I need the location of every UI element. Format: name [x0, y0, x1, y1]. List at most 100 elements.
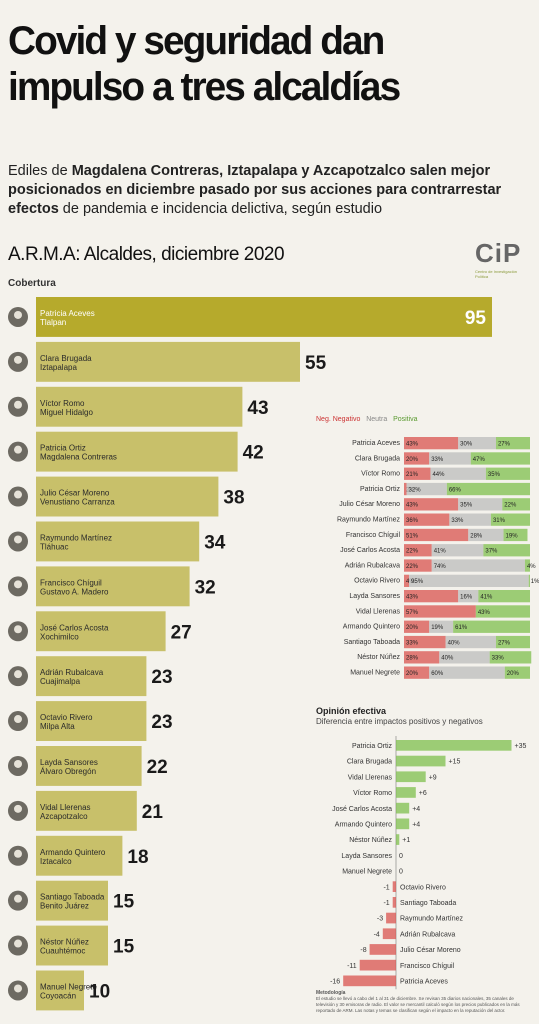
tone-segment-neu — [458, 437, 496, 450]
opinion-name: José Carlos Acosta — [332, 806, 392, 813]
coverage-bar — [36, 746, 142, 786]
tone-label-neg: 43% — [406, 503, 419, 509]
coverage-value: 32 — [195, 577, 216, 598]
coverage-bar — [36, 431, 238, 472]
coverage-borough: Cuajimalpa — [40, 677, 81, 686]
avatar-face — [14, 804, 22, 813]
coverage-value: 55 — [305, 353, 327, 374]
opinion-name: Octavio Rivero — [400, 884, 446, 891]
tone-label-pos: 22% — [504, 503, 517, 509]
coverage-bar — [36, 386, 243, 427]
opinion-title: Opinión efectiva — [316, 706, 387, 716]
tone-segment-neg — [404, 513, 450, 526]
tone-label-neg: 51% — [406, 533, 419, 539]
tone-segment-neu — [468, 528, 504, 542]
opinion-bar — [396, 818, 410, 830]
tone-label-neu: 16% — [460, 595, 473, 601]
tone-segment-neg — [404, 651, 440, 664]
tone-label-neg: 33% — [406, 640, 419, 646]
opinion-name: Adrián Rubalcava — [400, 931, 455, 938]
coverage-borough: Álvaro Obregón — [40, 767, 96, 776]
tone-segment-pos — [470, 452, 530, 465]
coverage-borough: Cuauhtémoc — [40, 947, 85, 956]
coverage-name: Víctor Romo — [40, 399, 85, 408]
coverage-value: 34 — [204, 532, 226, 553]
tone-label-pos: 47% — [473, 457, 486, 463]
tone-segment-neu — [449, 513, 491, 526]
coverage-bar — [36, 925, 108, 966]
tone-segment-neg — [404, 559, 432, 572]
tone-segment-pos — [495, 437, 530, 450]
methodology-title: Metodología — [316, 990, 346, 996]
opinion-name: Clara Brugada — [347, 759, 392, 766]
opinion-value: -3 — [377, 916, 383, 923]
tone-name: Armando Quintero — [343, 624, 400, 631]
tone-label-neg: 20% — [406, 457, 419, 463]
tone-label-neu: 30% — [460, 442, 473, 448]
coverage-name: Santiago Taboada — [40, 893, 105, 902]
coverage-name: Vidal Llerenas — [40, 803, 91, 812]
avatar-face — [14, 849, 22, 858]
opinion-value: 0 — [399, 853, 403, 860]
tone-segment-neg — [404, 498, 459, 511]
opinion-bar — [396, 755, 446, 767]
tone-name: Julio César Moreno — [339, 501, 400, 508]
tone-label-pos: 37% — [485, 549, 498, 555]
tone-segment-pos — [478, 590, 530, 603]
opinion-bar — [396, 834, 400, 845]
coverage-bar — [36, 880, 108, 921]
chart-title: A.R.M.A: Alcaldes, diciembre 2020 — [8, 244, 285, 265]
tone-segment-neg — [404, 467, 431, 480]
opinion-name: Francisco Chíguil — [400, 963, 455, 970]
tone-segment-pos — [524, 559, 530, 572]
opinion-subtitle: Diferencia entre impactos positivos y ne… — [316, 717, 483, 726]
opinion-bar — [396, 802, 410, 814]
tone-label-neu: 40% — [441, 656, 454, 662]
opinion-value: +6 — [419, 790, 427, 797]
tone-label-pos: 27% — [498, 640, 511, 646]
coverage-value: 27 — [171, 622, 192, 643]
tone-name: Víctor Romo — [361, 471, 400, 478]
legend-neutral: Neutra — [366, 416, 388, 423]
methodology: Metodología El estudio se llevó a cabo d… — [316, 990, 531, 1014]
tone-label-neu: 33% — [431, 457, 444, 463]
opinion-value: +9 — [429, 774, 437, 781]
tone-name: Layda Sansores — [349, 593, 400, 600]
coverage-label: Cobertura — [8, 278, 56, 289]
tone-name: Raymundo Martínez — [337, 517, 401, 524]
opinion-value: -8 — [360, 947, 366, 954]
opinion-name: Vidal Llerenas — [348, 774, 393, 781]
coverage-name: Adrián Rubalcava — [40, 668, 104, 677]
coverage-name: Octavio Rivero — [40, 713, 93, 722]
opinion-name: Julio César Moreno — [400, 947, 461, 954]
coverage-name: Patricia Aceves — [40, 309, 95, 318]
tone-label-neg: 28% — [406, 656, 419, 662]
tone-segment-neg — [404, 437, 459, 450]
coverage-name: Patricia Ortiz — [40, 444, 86, 453]
tone-label-neg: 22% — [406, 549, 419, 555]
tone-label-neu: 74% — [434, 564, 447, 570]
coverage-borough: Gustavo A. Madero — [40, 587, 109, 596]
tone-segment-neu — [458, 498, 503, 511]
tone-label-neg: 43% — [406, 442, 419, 448]
tone-label-neg: 36% — [406, 518, 419, 524]
tone-segment-pos — [502, 498, 530, 511]
tone-segment-pos — [485, 467, 530, 480]
coverage-value: 38 — [223, 488, 244, 509]
tone-name: Vidal Llerenas — [356, 608, 401, 615]
opinion-bar — [392, 881, 396, 892]
tone-label-neg: 20% — [406, 671, 419, 677]
tone-segment-pos — [475, 605, 530, 618]
coverage-value: 22 — [147, 757, 168, 778]
opinion-name: Armando Quintero — [335, 822, 392, 829]
tone-segment-neg — [404, 452, 430, 465]
tone-label-neu: 44% — [432, 472, 445, 478]
opinion-bar — [396, 771, 426, 783]
coverage-bar — [36, 476, 219, 517]
subtitle: Ediles de Magdalena Contreras, Iztapalap… — [8, 162, 533, 219]
tone-segment-neg — [404, 482, 407, 496]
opinion-bar — [396, 740, 512, 751]
avatar-face — [14, 445, 22, 454]
opinion-value: 0 — [399, 869, 403, 876]
tone-name: Adrián Rubalcava — [345, 562, 400, 569]
